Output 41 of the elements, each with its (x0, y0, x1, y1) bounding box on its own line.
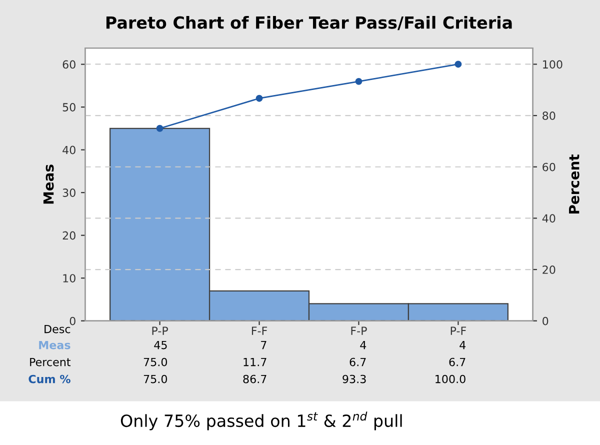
text: Percent (30, 358, 71, 366)
y2-axis-title: Percent (569, 154, 580, 214)
x-tick-label: P-F (450, 326, 466, 335)
text: Only 75% passed on 1$^{st}$ & 2$^{nd}$ pull (120, 412, 402, 430)
data-label: 86.7 (243, 374, 266, 384)
y-tick-label: 10 (63, 274, 76, 282)
data-label: 100.0 (436, 374, 466, 384)
text: 75.0 (144, 358, 168, 366)
y2-tick-label: 40 (542, 214, 556, 223)
point (256, 94, 263, 102)
y-tick-label: 0 (70, 316, 76, 326)
y-tick-label: 20 (62, 231, 76, 240)
text: 6.7 (350, 358, 366, 366)
x-tick-label: F-F (252, 326, 268, 335)
point (355, 78, 362, 85)
text: Cum % (28, 374, 70, 384)
point (156, 124, 164, 132)
y-tick-label: 40 (62, 146, 76, 154)
y2-tick-label: 80 (542, 112, 556, 120)
data-label: 45 (154, 340, 167, 350)
y-axis-title: Meas (43, 164, 54, 204)
data-label: 93.3 (342, 374, 366, 384)
x-axis-title: Desc (44, 324, 70, 334)
y2-tick-label: 0 (542, 316, 548, 326)
y2-tick-label: 60 (542, 162, 556, 172)
y2-tick-label: 20 (542, 265, 556, 274)
text: 6.7 (449, 358, 466, 366)
y-tick-label: 30 (62, 188, 76, 197)
data-label: 75.0 (144, 374, 168, 384)
data-label: 4 (360, 340, 366, 350)
y-tick-label: 60 (62, 60, 76, 69)
y2-tick-label: 100 (543, 60, 562, 69)
x-tick-label: F-P (351, 326, 367, 335)
data-label: 7 (261, 340, 266, 350)
y-tick-label: 50 (62, 103, 76, 112)
text: 11.7 (244, 358, 266, 366)
text: Meas (39, 340, 70, 350)
x-tick-label: P-P (152, 326, 168, 335)
chart-title: Pareto Chart of Fiber Tear Pass/Fail Criteria (106, 16, 512, 30)
data-label: 4 (460, 340, 466, 350)
point (454, 60, 462, 68)
